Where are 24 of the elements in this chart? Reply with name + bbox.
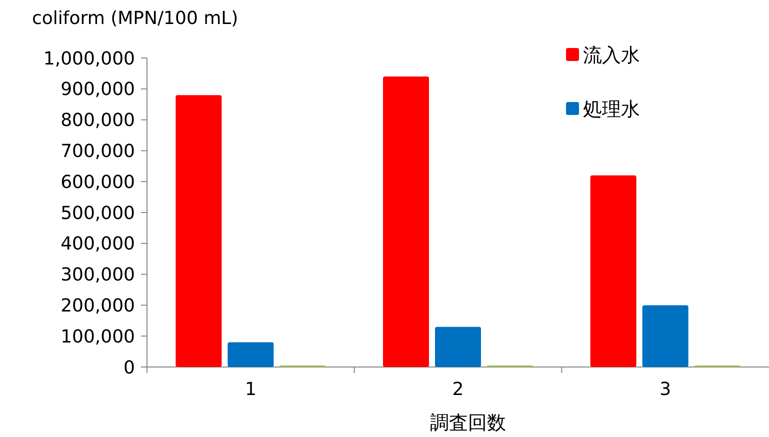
y-tick-label: 500,000 xyxy=(60,202,135,224)
x-tick-label: 2 xyxy=(452,379,464,400)
y-tick-label: 800,000 xyxy=(60,110,135,132)
bar xyxy=(228,342,274,367)
y-tick-label: 600,000 xyxy=(60,172,135,193)
bar xyxy=(642,305,688,367)
y-axis-title: coliform (MPN/100 mL) xyxy=(32,8,238,29)
bar xyxy=(435,326,481,367)
y-tick-label: 900,000 xyxy=(60,79,135,100)
y-tick-label: 100,000 xyxy=(60,326,135,348)
y-tick-label: 0 xyxy=(124,357,135,378)
x-tick-label: 1 xyxy=(244,379,256,400)
bar xyxy=(590,175,636,367)
y-tick-label: 1,000,000 xyxy=(43,48,135,70)
y-tick-label: 300,000 xyxy=(60,264,135,286)
y-tick-label: 400,000 xyxy=(60,234,135,255)
x-axis-title: 調査回数 xyxy=(430,412,506,434)
y-tick-label: 700,000 xyxy=(60,141,135,162)
y-tick-label: 200,000 xyxy=(60,296,135,316)
x-tick-label: 3 xyxy=(660,379,672,400)
bar xyxy=(383,76,429,367)
legend-label: 処理水 xyxy=(583,98,640,121)
legend-label: 流入水 xyxy=(583,44,640,67)
bar xyxy=(176,95,222,367)
